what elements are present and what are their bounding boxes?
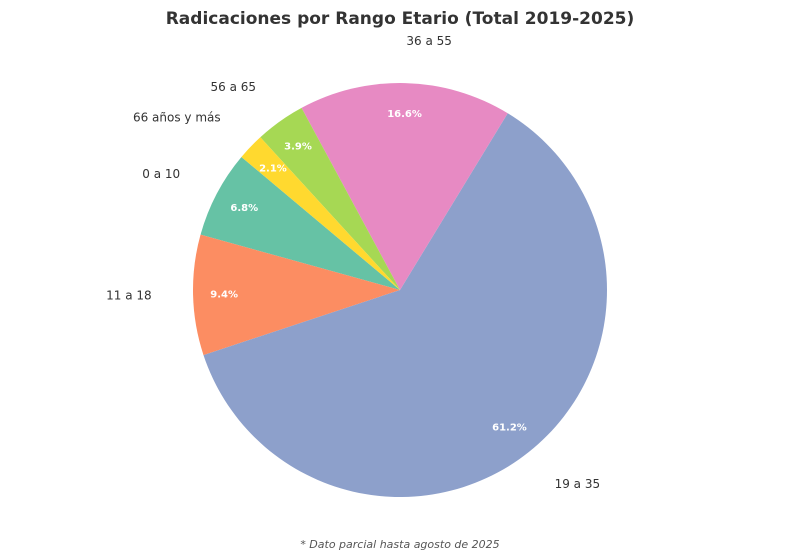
chart-title: Radicaciones por Rango Etario (Total 201… xyxy=(166,9,635,29)
pie-slice xyxy=(301,83,508,291)
pie-slice xyxy=(193,234,400,356)
value-label: 9.4% xyxy=(210,289,238,300)
pie-slice xyxy=(200,156,400,290)
value-label: 2.1% xyxy=(259,163,287,174)
slice-label: 19 a 35 xyxy=(555,477,601,491)
slice-label: 11 a 18 xyxy=(106,289,152,303)
pie-slice xyxy=(241,137,400,290)
footnote: * Dato parcial hasta agosto de 2025 xyxy=(300,538,499,551)
slice-label: 56 a 65 xyxy=(211,80,257,94)
value-label: 61.2% xyxy=(492,423,527,434)
value-label: 16.6% xyxy=(387,109,422,120)
value-label: 6.8% xyxy=(230,203,258,214)
slice-label: 66 años y más xyxy=(133,111,221,125)
pie-slice xyxy=(203,113,607,497)
value-label: 3.9% xyxy=(284,142,312,153)
pie-slice xyxy=(260,107,400,290)
slice-label: 36 a 55 xyxy=(406,34,452,48)
slice-label: 0 a 10 xyxy=(142,167,180,181)
